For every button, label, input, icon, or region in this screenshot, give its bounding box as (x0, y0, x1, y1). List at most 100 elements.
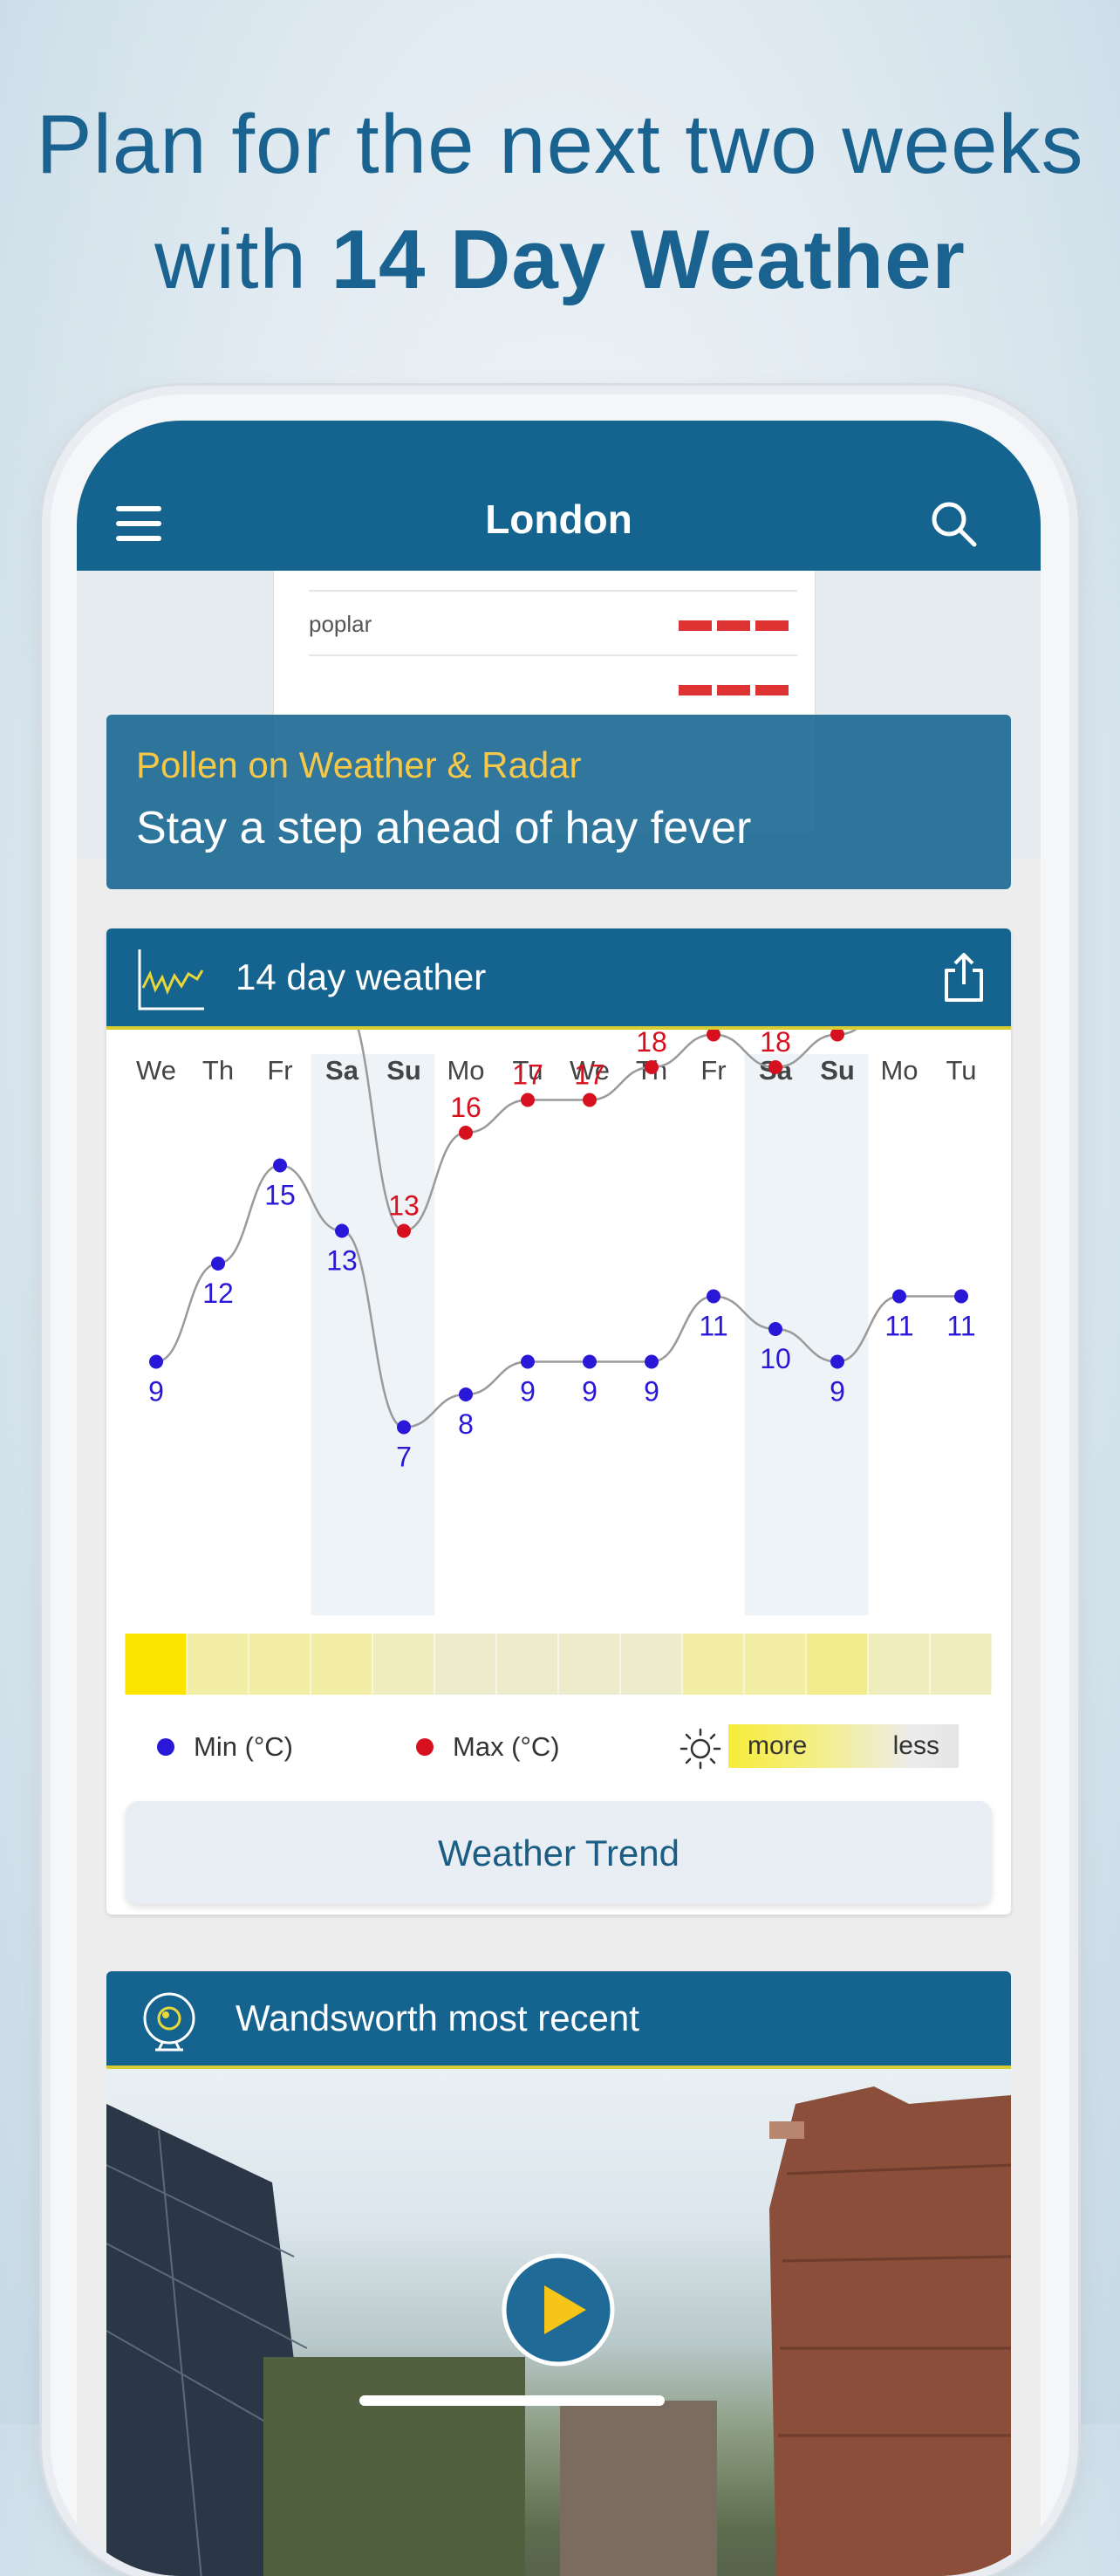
min-point (459, 1387, 473, 1401)
sunshine-cell (806, 1634, 868, 1695)
pollen-row-2 (309, 654, 797, 721)
pollen-row-name: poplar (309, 611, 372, 637)
location-title[interactable]: London (485, 497, 632, 542)
app-screen: London poplar Pollen on Weather & Radar … (77, 421, 1041, 2576)
sunshine-cell (744, 1634, 806, 1695)
max-value-label: 18 (636, 1030, 667, 1058)
pollen-kicker: Pollen on Weather & Radar (136, 744, 582, 785)
sunshine-scale: more less (728, 1724, 959, 1768)
series-line (357, 1030, 857, 1232)
legend-min-dot (157, 1738, 174, 1756)
sunshine-cell (187, 1634, 249, 1695)
min-point (583, 1354, 597, 1369)
webcam-card-header: Wandsworth most recent (106, 1971, 1011, 2069)
min-point (954, 1289, 968, 1304)
min-value-label: 13 (326, 1245, 358, 1277)
day-label: We (136, 1055, 176, 1086)
hamburger-menu-icon[interactable] (116, 506, 161, 541)
min-value-label: 10 (760, 1343, 791, 1374)
min-value-label: 8 (458, 1408, 474, 1440)
weather-trend-label: Weather Trend (437, 1833, 680, 1874)
weather-trend-button[interactable]: Weather Trend (126, 1801, 992, 1904)
headline-line-2: with 14 Day Weather (0, 202, 1120, 318)
min-point (768, 1322, 782, 1336)
sunshine-more-label: more (748, 1731, 808, 1760)
min-point (211, 1257, 225, 1271)
min-point (273, 1158, 287, 1173)
max-point (768, 1060, 782, 1074)
webcam-image[interactable] (106, 2069, 1011, 2576)
webcam-icon (143, 1992, 195, 2052)
day-label: Th (202, 1055, 234, 1086)
pollen-headline: Stay a step ahead of hay fever (136, 803, 752, 853)
play-icon[interactable] (501, 2252, 616, 2367)
sunshine-cell (434, 1634, 496, 1695)
min-point (707, 1289, 720, 1304)
search-icon[interactable] (927, 497, 980, 550)
day-label: Su (820, 1055, 855, 1086)
sunshine-cell (496, 1634, 558, 1695)
app-bar: London (77, 421, 1041, 571)
pollen-level-bars-2 (673, 684, 789, 700)
min-value-label: 9 (520, 1376, 536, 1408)
min-value-label: 9 (830, 1376, 845, 1408)
headline-prefix: with (154, 213, 331, 306)
sunshine-cell (682, 1634, 744, 1695)
min-point (892, 1289, 906, 1304)
max-value-label: 18 (760, 1030, 791, 1058)
sunshine-cell (372, 1634, 434, 1695)
pollen-level-bars (673, 620, 789, 635)
chart-icon (138, 949, 204, 1011)
legend-max-dot (416, 1738, 434, 1756)
weekend-shade (311, 1054, 373, 1615)
share-icon[interactable] (939, 951, 988, 1004)
sunshine-cell (311, 1634, 372, 1695)
max-point (830, 1030, 844, 1042)
headline-bold: 14 Day Weather (331, 213, 966, 306)
day-label: Mo (880, 1055, 918, 1086)
max-point (707, 1030, 720, 1042)
min-point (521, 1354, 535, 1369)
max-value-label: 13 (388, 1190, 420, 1222)
forecast-chart: WeThFrSaSuMoTuWeThFrSaSuMoTu252623201316… (125, 1030, 992, 1695)
day-label: Tu (512, 1055, 543, 1086)
forecast-card-header: 14 day weather (106, 928, 1011, 1030)
day-label: Tu (946, 1055, 976, 1086)
day-label: We (570, 1055, 610, 1086)
chart-legend: Min (°C) Max (°C) more less (106, 1714, 1011, 1775)
sunshine-cell (620, 1634, 682, 1695)
day-label: Mo (447, 1055, 484, 1086)
sun-icon (680, 1728, 721, 1770)
max-point (397, 1223, 411, 1238)
sunshine-cell (249, 1634, 311, 1695)
headline-line-1: Plan for the next two weeks (36, 98, 1084, 191)
min-point (397, 1420, 411, 1435)
min-point (645, 1354, 659, 1369)
min-value-label: 9 (644, 1376, 659, 1408)
pollen-promo-banner[interactable]: Pollen on Weather & Radar Stay a step ah… (106, 715, 1011, 889)
max-point (459, 1126, 473, 1140)
max-value-label: 17 (574, 1059, 605, 1091)
min-value-label: 9 (148, 1376, 164, 1408)
min-value-label: 15 (264, 1180, 296, 1211)
min-point (830, 1354, 844, 1369)
min-value-label: 12 (202, 1278, 234, 1309)
legend-min-label: Min (°C) (194, 1731, 293, 1762)
sunshine-cell (930, 1634, 992, 1695)
day-label: Sa (325, 1055, 359, 1086)
weekend-shade (372, 1054, 435, 1615)
min-value-label: 11 (884, 1311, 913, 1342)
legend-max-label: Max (°C) (453, 1731, 560, 1762)
max-point (583, 1093, 597, 1107)
max-value-label: 16 (450, 1092, 481, 1123)
max-point (645, 1060, 659, 1074)
sunshine-cell (868, 1634, 930, 1695)
min-value-label: 9 (582, 1376, 598, 1408)
weekend-shade (806, 1054, 869, 1615)
min-value-label: 11 (946, 1311, 975, 1342)
min-value-label: 7 (396, 1442, 412, 1473)
day-label: Fr (700, 1055, 726, 1086)
home-indicator[interactable] (359, 2395, 665, 2406)
min-point (149, 1354, 163, 1369)
sunshine-less-label: less (892, 1731, 939, 1760)
